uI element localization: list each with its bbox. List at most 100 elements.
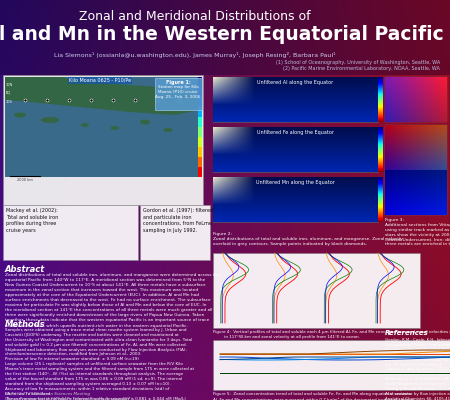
Bar	[378, 153, 383, 154]
Ellipse shape	[140, 120, 150, 124]
Bar	[378, 154, 383, 155]
Bar	[378, 160, 383, 161]
Bar	[378, 109, 383, 110]
Bar	[378, 114, 383, 115]
Bar	[155, 78, 202, 110]
Bar	[378, 150, 383, 151]
Bar	[378, 107, 383, 108]
Bar	[378, 147, 383, 148]
Bar	[385, 125, 447, 170]
Bar	[378, 133, 383, 134]
Text: References: References	[385, 330, 429, 336]
Bar	[213, 340, 450, 390]
Bar	[198, 87, 202, 97]
Bar	[378, 79, 383, 80]
Bar	[378, 110, 383, 111]
Bar	[378, 196, 383, 197]
Bar	[378, 214, 383, 215]
Ellipse shape	[41, 117, 59, 123]
Bar	[378, 112, 383, 113]
Bar	[213, 253, 420, 328]
Bar	[378, 194, 383, 195]
Bar	[378, 159, 383, 160]
Bar	[378, 108, 383, 109]
Bar	[378, 186, 383, 187]
Bar	[378, 100, 383, 101]
Bar	[378, 211, 383, 212]
Ellipse shape	[81, 123, 89, 127]
Bar	[378, 93, 383, 94]
Bar	[378, 206, 383, 207]
Bar	[198, 147, 202, 157]
Bar	[378, 193, 383, 194]
Text: Figure 1:: Figure 1:	[166, 80, 190, 85]
Bar	[378, 137, 383, 138]
Bar	[378, 213, 383, 214]
Bar	[378, 119, 383, 120]
Bar	[378, 163, 383, 164]
Bar	[378, 128, 383, 129]
Bar	[213, 127, 378, 172]
Text: Fe, Al and Mn in the Western Equatorial Pacific: Fe, Al and Mn in the Western Equatorial …	[0, 25, 444, 44]
Text: Gordon, R.M., Coale, K.H., Johnson, K.S. (1997) Iron distributions in
the equato: Gordon, R.M., Coale, K.H., Johnson, K.S.…	[385, 338, 450, 400]
Bar	[378, 195, 383, 196]
Bar	[378, 139, 383, 140]
Bar	[378, 187, 383, 188]
Bar	[378, 82, 383, 83]
Bar	[378, 208, 383, 209]
Bar	[378, 116, 383, 117]
Text: March 2-7, 2008 Ocean Sciences Meeting
Ocean Processes in the Western Tropical P: March 2-7, 2008 Ocean Sciences Meeting O…	[5, 392, 130, 400]
Bar	[198, 137, 202, 147]
Bar	[3, 75, 203, 205]
Bar	[378, 102, 383, 103]
Bar	[378, 144, 383, 145]
Bar	[378, 170, 383, 171]
Text: (2) Pacific Marine Environmental Laboratory, NOAA, Seattle, WA: (2) Pacific Marine Environmental Laborat…	[283, 66, 440, 71]
Bar	[378, 117, 383, 118]
Bar	[378, 136, 383, 137]
Ellipse shape	[14, 112, 26, 118]
Bar	[378, 156, 383, 157]
Bar	[378, 88, 383, 89]
Bar	[378, 162, 383, 163]
Text: Unfiltered Al along the Equator: Unfiltered Al along the Equator	[257, 80, 333, 85]
Bar	[378, 87, 383, 88]
Text: Methods: Methods	[5, 320, 46, 329]
Bar	[378, 143, 383, 144]
Bar	[378, 142, 383, 143]
Bar	[378, 94, 383, 95]
Bar	[378, 134, 383, 135]
Bar	[378, 185, 383, 186]
Bar	[385, 170, 447, 215]
Bar	[378, 166, 383, 167]
Bar	[378, 177, 383, 178]
Bar	[378, 91, 383, 92]
Bar	[378, 99, 383, 100]
Text: 10N: 10N	[6, 83, 13, 87]
Bar	[378, 113, 383, 114]
Bar	[378, 111, 383, 112]
Bar	[198, 117, 202, 127]
Bar	[378, 141, 383, 142]
Bar	[378, 191, 383, 192]
Bar	[198, 127, 202, 137]
Bar	[378, 197, 383, 198]
Bar	[378, 161, 383, 162]
Bar	[378, 220, 383, 221]
Bar	[378, 149, 383, 150]
Bar	[378, 168, 383, 169]
Bar	[378, 203, 383, 204]
Bar	[378, 98, 383, 99]
Text: 10S: 10S	[6, 100, 13, 104]
Bar	[378, 104, 383, 105]
Bar	[378, 106, 383, 107]
Bar	[378, 198, 383, 199]
Bar	[378, 217, 383, 218]
Bar	[378, 184, 383, 185]
Bar	[378, 201, 383, 202]
Bar	[385, 77, 447, 122]
Bar	[378, 202, 383, 203]
Text: Unfiltered Fe along the Equator: Unfiltered Fe along the Equator	[257, 130, 334, 135]
Bar	[378, 204, 383, 205]
Bar	[378, 140, 383, 141]
